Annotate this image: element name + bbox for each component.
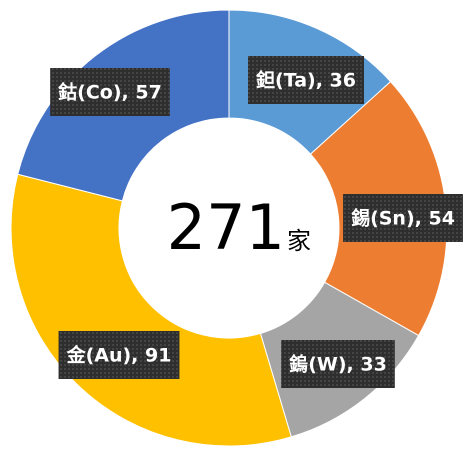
data-label: 錫(Sn), 54 (351, 207, 455, 230)
label-box (343, 194, 463, 242)
label-box (58, 331, 180, 379)
label-box (50, 68, 170, 116)
data-label: 鎢(W), 33 (289, 353, 387, 376)
center-value: 271 (167, 191, 285, 264)
labels: 鉭(Ta), 36 錫(Sn), 54 鎢(W), 33 金(Au), 91 鈷(Co)… (50, 56, 463, 388)
data-label: 鉭(Ta), 36 (256, 69, 356, 92)
center-unit: 家 (287, 227, 311, 255)
data-label: 鈷(Co), 57 (58, 81, 162, 104)
label-box (281, 340, 395, 388)
data-label: 金(Au), 91 (66, 344, 172, 367)
label-box (248, 56, 364, 104)
